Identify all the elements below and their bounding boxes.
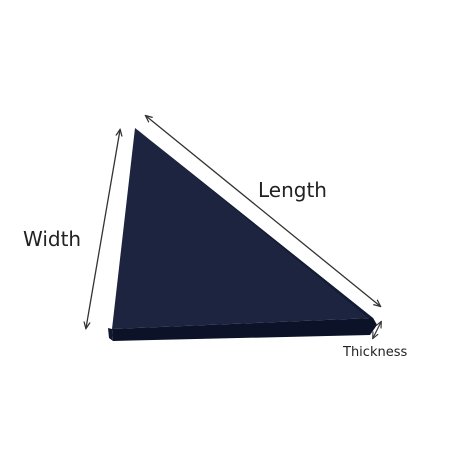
triangle-panel — [108, 128, 377, 341]
width-arrow — [86, 130, 120, 328]
triangle-panel-left-edge — [108, 328, 113, 341]
triangle-panel-top-face — [112, 128, 373, 329]
length-label: Length — [258, 178, 327, 202]
length-arrow — [146, 116, 380, 306]
triangle-panel-bottom-edge — [112, 318, 377, 341]
width-label: Width — [23, 227, 81, 251]
thickness-arrow — [373, 322, 381, 338]
thickness-label: Thickness — [342, 345, 407, 360]
